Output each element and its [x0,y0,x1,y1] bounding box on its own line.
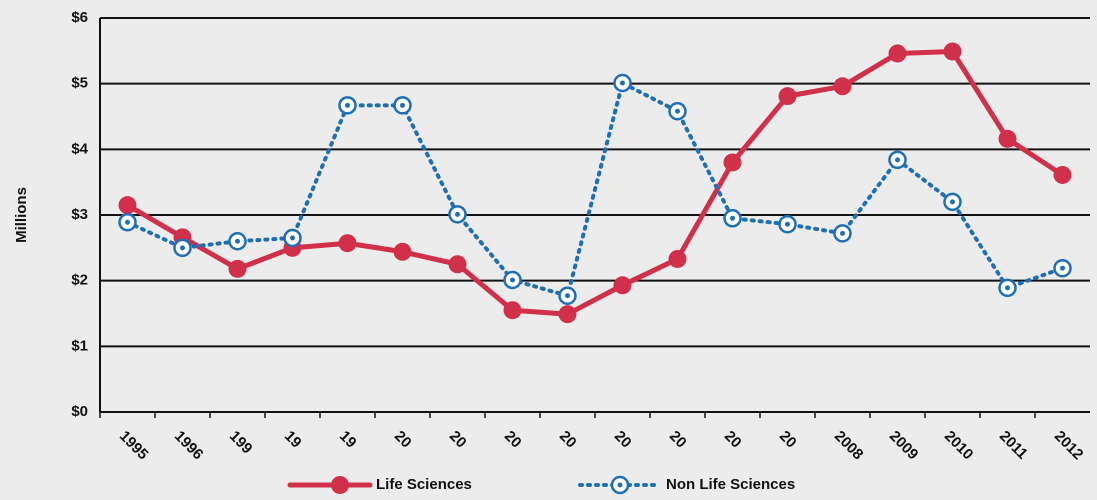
legend-label: Life Sciences [376,476,472,493]
marker-dot [1060,265,1065,271]
y-tick-label: $6 [71,9,88,26]
marker [118,196,137,215]
marker-dot [235,238,240,244]
marker [1053,165,1072,184]
marker-dot [950,199,955,205]
y-tick-label: $0 [71,403,88,420]
marker [833,77,852,96]
y-tick-label: $2 [71,272,88,289]
marker [503,301,522,320]
marker [228,259,247,278]
marker-dot [620,80,625,86]
y-tick-label: $5 [71,75,88,92]
legend-marker-dot [617,482,623,488]
y-tick-label: $4 [71,140,88,157]
marker-dot [840,230,845,236]
marker [448,255,467,274]
marker-dot [565,293,570,299]
y-tick-label: $3 [71,206,88,223]
marker-dot [125,219,130,225]
marker-dot [400,102,405,108]
marker [393,242,412,261]
legend-marker [331,476,349,494]
marker [998,129,1017,148]
marker-dot [180,245,185,251]
marker [668,249,687,268]
marker-dot [345,102,350,108]
marker-dot [1005,285,1010,291]
y-axis-label: Millions [13,187,30,243]
marker-dot [455,211,460,217]
y-tick-label: $1 [71,337,88,354]
marker [338,234,357,253]
marker [888,44,907,63]
marker [613,276,632,295]
marker-dot [290,235,295,241]
marker-dot [675,108,680,114]
marker [558,305,577,324]
marker-dot [895,157,900,163]
legend-label: Non Life Sciences [666,476,795,493]
marker-dot [730,215,735,221]
marker [943,42,962,61]
marker [723,153,742,172]
marker [778,87,797,106]
marker-dot [510,277,515,283]
series-line [125,48,1065,317]
marker-dot [785,221,790,227]
